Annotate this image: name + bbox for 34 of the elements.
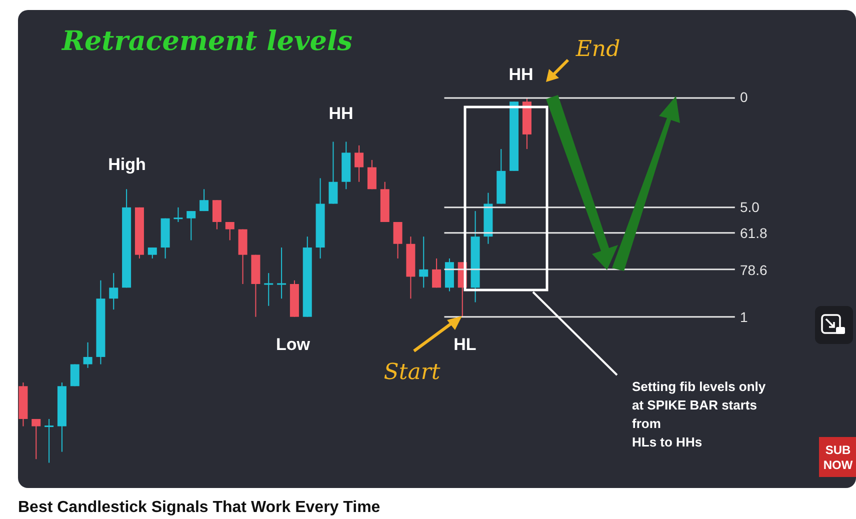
candlestick (263, 272, 274, 306)
annotation: HH (328, 104, 354, 123)
chart-title: Retracement levels (61, 26, 352, 57)
annotation: High (108, 155, 146, 174)
candlestick (225, 221, 234, 241)
annotation: HL (454, 335, 476, 354)
text: 0 (740, 89, 748, 105)
text: 61.8 (740, 225, 768, 241)
text: 5.0 (740, 199, 760, 215)
candlestick (172, 206, 184, 222)
candlestick (419, 236, 428, 288)
candlestick (276, 247, 287, 300)
candlestick (367, 159, 376, 190)
candlestick (148, 247, 157, 259)
text: Setting fib levels only at SPIKE BAR starts from HLs to HHs (632, 379, 766, 450)
text: HH (508, 65, 534, 84)
candlestick (32, 418, 41, 460)
annotation: Low (276, 335, 311, 354)
candlestick (354, 144, 364, 182)
text: End (574, 37, 620, 62)
text: SUB NOW (823, 443, 854, 472)
annotation: Start (384, 360, 440, 385)
text: 1 (740, 309, 748, 325)
text: Best Candlestick Signals That Work Every Time (18, 499, 380, 516)
candlestick (328, 141, 338, 204)
candlestick (44, 418, 54, 464)
candlestick (83, 342, 92, 368)
text: 78.6 (740, 262, 768, 278)
candlestick (432, 258, 442, 288)
candlestick (186, 210, 196, 241)
candlestick (212, 200, 222, 230)
candlestick (393, 221, 402, 259)
candlestick (109, 272, 118, 310)
candlestick (200, 188, 209, 212)
